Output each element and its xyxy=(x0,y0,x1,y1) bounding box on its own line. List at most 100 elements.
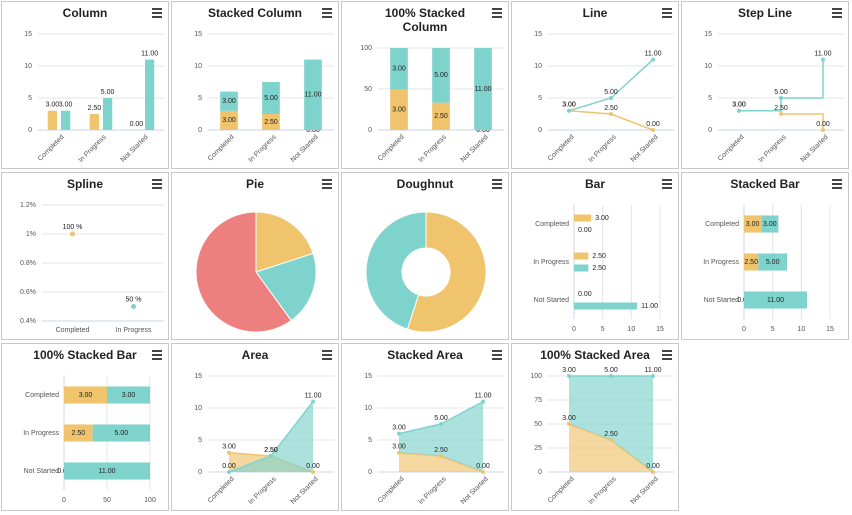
data-label: 5.00 xyxy=(774,89,788,96)
chart-panel: 0.4% 0.6% 0.8% 1% 1.2% Completed In Progress 10… xyxy=(1,172,169,340)
chart-title: 100% Stacked Area xyxy=(540,348,650,362)
chart xyxy=(195,179,332,333)
y-tick-label: 1.2% xyxy=(20,202,36,209)
data-label: 0.00 xyxy=(476,127,490,134)
chart: 0.4% 0.6% 0.8% 1% 1.2% Completed In Progress 10… xyxy=(20,179,164,334)
menu-icon-bar xyxy=(322,12,332,14)
menu-button[interactable] xyxy=(152,350,162,360)
data-label: 100 % xyxy=(63,224,83,231)
data-label: 3.00 xyxy=(562,102,576,109)
chart-panel: 0 5 10 15 Completed In Progress Not Started 3.0… xyxy=(341,343,509,511)
data-label: 2.50 xyxy=(604,105,618,112)
bar xyxy=(574,302,638,310)
chart-title: Stacked Column xyxy=(207,6,303,20)
x-tick-label: Completed xyxy=(717,134,746,163)
point xyxy=(70,231,75,237)
data-label: 3.00 xyxy=(732,102,746,109)
x-tick-label: In Progress xyxy=(247,133,278,164)
menu-button[interactable] xyxy=(662,8,672,18)
chart-title: Pie xyxy=(245,177,264,191)
bar xyxy=(64,386,107,404)
bar xyxy=(390,48,408,89)
x-tick-label: 10 xyxy=(627,326,635,333)
data-label: 2.50 xyxy=(744,259,758,266)
data-label: 5.00 xyxy=(604,367,618,374)
chart-title: Spline xyxy=(66,177,103,191)
point xyxy=(567,108,571,113)
bar xyxy=(262,114,280,130)
chart-panel: Doughnut xyxy=(341,172,509,340)
data-label: 3.00 xyxy=(392,106,406,113)
y-tick-label: 5 xyxy=(538,95,542,102)
area xyxy=(399,401,483,472)
menu-icon-bar xyxy=(492,350,502,352)
chart-title: Bar xyxy=(584,177,605,191)
menu-icon-bar xyxy=(662,12,672,14)
chart-title: Stacked Bar xyxy=(730,177,800,191)
chart: 0 5 10 15 Completed In Progress Not Started 3.0… xyxy=(24,8,164,164)
menu-button[interactable] xyxy=(152,8,162,18)
chart xyxy=(365,179,502,333)
point xyxy=(821,128,825,132)
data-label: 3.00 xyxy=(222,98,236,105)
menu-button[interactable] xyxy=(152,179,162,189)
x-tick-label: Not Started xyxy=(800,134,830,164)
data-label: 2.50 xyxy=(434,113,448,120)
menu-button[interactable] xyxy=(492,179,502,189)
menu-icon-bar xyxy=(322,350,332,352)
y-tick-label: 15 xyxy=(704,31,712,38)
data-label: 2.50 xyxy=(72,430,86,437)
bar xyxy=(744,215,762,233)
menu-button[interactable] xyxy=(832,8,842,18)
menu-icon-bar xyxy=(152,179,162,181)
menu-icon-bar xyxy=(662,183,672,185)
menu-icon-bar xyxy=(322,187,332,189)
data-label: 2.50 xyxy=(264,447,278,454)
y-tick-label: Not Started xyxy=(24,468,60,475)
data-label: 2.50 xyxy=(592,265,606,272)
y-tick-label: 15 xyxy=(194,373,202,380)
data-label: 5.00 xyxy=(115,430,129,437)
y-tick-label: 10 xyxy=(24,63,32,70)
point xyxy=(609,438,613,442)
data-label: 5.00 xyxy=(434,415,448,422)
x-tick-label: Not Started xyxy=(460,134,490,164)
chart: 0 5 10 15 Completed In Progress Not Started 3.0… xyxy=(703,179,842,333)
x-tick-label: 15 xyxy=(826,326,834,333)
area xyxy=(229,401,313,472)
menu-button[interactable] xyxy=(492,350,502,360)
data-label: 11.00 xyxy=(645,50,662,57)
x-tick-label: Not Started xyxy=(630,134,660,164)
data-label: 5.00 xyxy=(264,95,278,102)
data-label: 3.00 xyxy=(392,65,406,72)
point xyxy=(737,108,741,113)
data-label: 3.00 xyxy=(392,444,406,451)
point xyxy=(821,57,825,62)
bar xyxy=(64,424,93,442)
point xyxy=(481,399,485,404)
menu-icon-bar xyxy=(662,187,672,189)
menu-button[interactable] xyxy=(322,350,332,360)
data-label: 2.50 xyxy=(88,105,102,112)
data-label: 3.00 xyxy=(732,102,746,109)
x-tick-label: In Progress xyxy=(77,133,108,164)
y-tick-label: 75 xyxy=(534,397,542,404)
menu-icon-bar xyxy=(152,8,162,10)
menu-button[interactable] xyxy=(662,179,672,189)
menu-icon-bar xyxy=(322,183,332,185)
menu-button[interactable] xyxy=(662,350,672,360)
y-tick-label: Not Started xyxy=(534,297,570,304)
menu-icon-bar xyxy=(662,350,672,352)
menu-button[interactable] xyxy=(492,8,502,18)
data-label: 0.00 xyxy=(306,463,320,470)
slice xyxy=(255,252,317,322)
data-label: 2.50 xyxy=(592,253,606,260)
menu-icon-bar xyxy=(492,358,502,360)
bar xyxy=(574,252,589,260)
data-label: 11.00 xyxy=(99,468,116,475)
menu-button[interactable] xyxy=(322,8,332,18)
x-tick-label: 5 xyxy=(601,326,605,333)
y-tick-label: 50 xyxy=(364,86,372,93)
menu-button[interactable] xyxy=(832,179,842,189)
menu-button[interactable] xyxy=(322,179,332,189)
